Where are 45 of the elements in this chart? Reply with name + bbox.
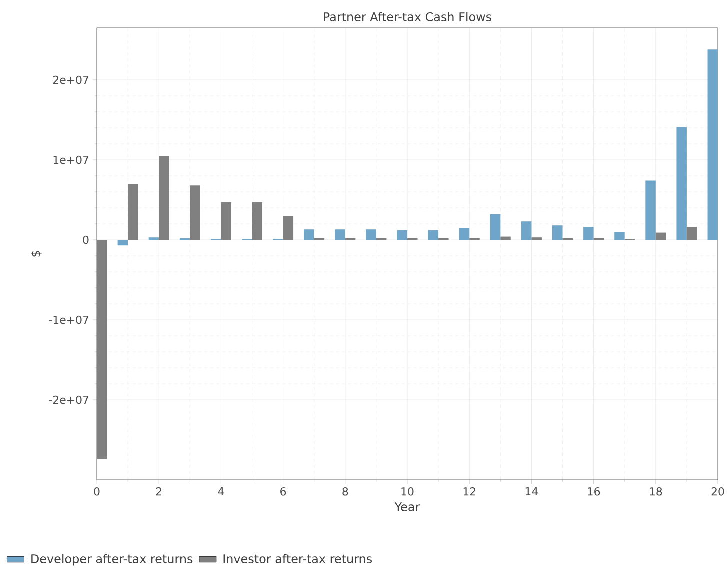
bar (252, 202, 262, 240)
x-tick-label: 16 (588, 488, 600, 496)
legend-label: Investor after-tax returns (224, 554, 372, 564)
bar (221, 202, 232, 240)
x-tick-label: 20 (712, 488, 724, 496)
bar (428, 230, 439, 240)
bar (118, 240, 128, 246)
bar (366, 230, 376, 240)
bar (304, 230, 314, 240)
y-axis-title: $ (31, 251, 42, 257)
bar (500, 236, 511, 240)
y-tick-label: 1e+07 (54, 156, 89, 164)
x-tick-label: 18 (650, 488, 662, 496)
y-tick-label: 0 (83, 236, 89, 244)
bar (552, 226, 563, 240)
bar (708, 50, 718, 240)
bar (459, 228, 470, 240)
bar (656, 232, 666, 240)
bar (614, 232, 625, 240)
bar (159, 156, 170, 240)
y-tick-label: 2e+07 (53, 76, 89, 84)
bar (521, 222, 532, 240)
x-tick-label: 4 (218, 488, 224, 496)
bar (190, 186, 200, 240)
bar (283, 216, 294, 240)
bar (686, 227, 698, 240)
x-tick-label: 2 (156, 488, 162, 496)
x-tick-label: 14 (526, 488, 538, 496)
bar (676, 127, 687, 240)
x-tick-label: 6 (280, 488, 286, 496)
bar (397, 230, 408, 240)
legend-label: Developer after-tax returns (32, 554, 193, 566)
x-tick-label: 12 (464, 488, 476, 496)
bar (335, 230, 346, 240)
bar (646, 180, 656, 240)
y-tick-label: -1e+07 (49, 316, 89, 324)
x-axis-title: Year (394, 502, 420, 512)
bar (128, 184, 138, 240)
x-tick-label: 8 (342, 488, 348, 496)
x-tick-label: 10 (402, 488, 414, 496)
chart-title: Partner After-tax Cash Flows (324, 12, 492, 22)
y-tick-label: -2e+07 (49, 396, 89, 404)
bar (584, 227, 594, 240)
bar (490, 214, 501, 240)
x-tick-label: 0 (94, 488, 100, 496)
